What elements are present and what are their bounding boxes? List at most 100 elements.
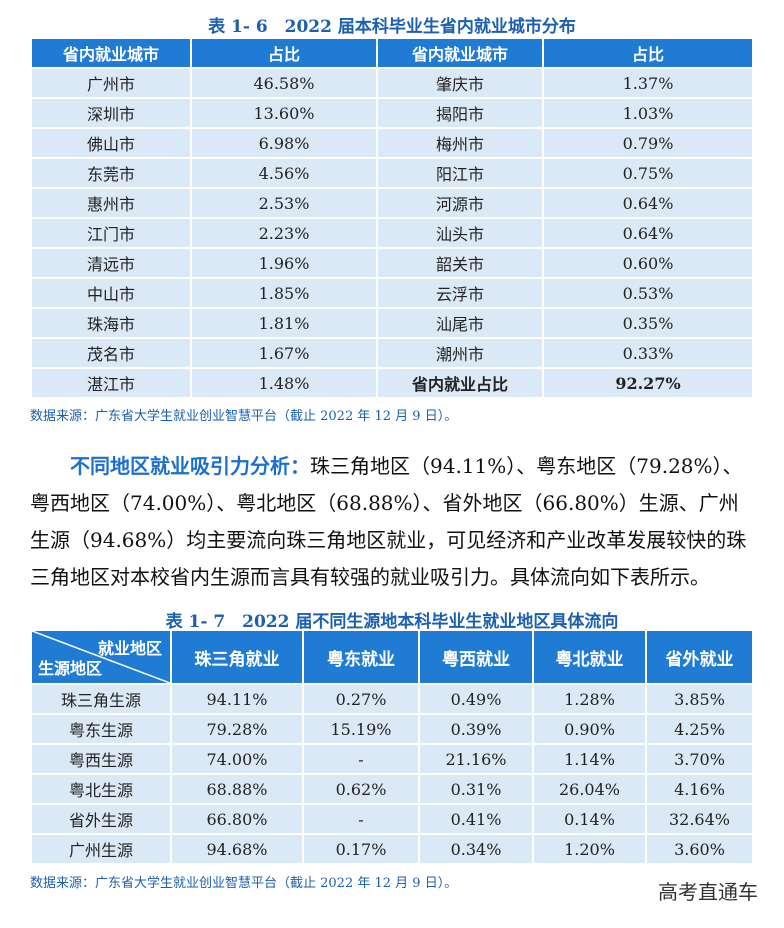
cell: 梅州市 bbox=[376, 127, 544, 159]
row: 粤西生源 74.00% -21.16% 1.14% 3.70% bbox=[30, 743, 754, 775]
row: 江门市 2.23% 汕头市 0.64% bbox=[30, 217, 754, 249]
header-cell: 省内就业城市 bbox=[376, 37, 544, 69]
row: 广州生源 94.68% 0.17% 0.34% 1.20% 3.60% bbox=[30, 833, 754, 865]
cell: 32.64% bbox=[645, 803, 754, 835]
cell: 0.64% bbox=[542, 217, 754, 249]
cell: 1.48% bbox=[190, 367, 378, 399]
cell: 珠海市 bbox=[30, 307, 192, 339]
cell: 0.60% bbox=[542, 247, 754, 279]
cell: 0.31% bbox=[418, 773, 534, 805]
cell: 潮州市 bbox=[376, 337, 544, 369]
cell: 省内就业占比 bbox=[376, 367, 544, 399]
cell: 阳江市 bbox=[376, 157, 544, 189]
paragraph-text: 珠三角地区（94.11%）、粤东地区（79.28%）、粤西地区（74.00%）、… bbox=[30, 454, 747, 589]
cell: 0.27% bbox=[302, 683, 420, 715]
cell: 肇庆市 bbox=[376, 67, 544, 99]
cell: 汕头市 bbox=[376, 217, 544, 249]
source-note: 数据来源：广东省大学生就业创业智慧平台（截止 2022 年 12 月 9 日）。 bbox=[30, 409, 458, 424]
row: 珠三角生源 94.11% 0.27% 0.49% 1.28% 3.85% bbox=[30, 683, 754, 715]
cell: 0.34% bbox=[418, 833, 534, 865]
cell: 3.60% bbox=[645, 833, 754, 865]
cell: 1.20% bbox=[532, 833, 647, 865]
cell: 0.75% bbox=[542, 157, 754, 189]
cell: 15.19% bbox=[302, 713, 420, 745]
diagonal bbox=[32, 631, 170, 683]
cell: 26.04% bbox=[532, 773, 647, 805]
cell: 66.80% bbox=[170, 803, 304, 835]
cell: 深圳市 bbox=[30, 97, 192, 129]
cell: 云浮市 bbox=[376, 277, 544, 309]
flow-table: 就业地区 生源地区 珠三角就业 粤东就业 粤西就业 粤北就业 省外就业 珠三角生源 94.1… bbox=[30, 629, 754, 865]
cell: 46.58% bbox=[190, 67, 378, 99]
header-cell: 占比 bbox=[190, 37, 378, 69]
table-title: 表 1- 7 2022 届不同生源地本科毕业生就业地区具体流向 bbox=[165, 612, 619, 632]
cell: 68.88% bbox=[170, 773, 304, 805]
cell: 0.90% bbox=[532, 713, 647, 745]
cell: 1.03% bbox=[542, 97, 754, 129]
row: 珠海市 1.81% 汕尾市 0.35% bbox=[30, 307, 754, 339]
cell: 2.53% bbox=[190, 187, 378, 219]
cell: 清远市 bbox=[30, 247, 192, 279]
header-cell: 粤北就业 bbox=[532, 629, 647, 685]
cell: 0.49% bbox=[418, 683, 534, 715]
cell: 粤东生源 bbox=[30, 713, 172, 745]
header-cell: 占比 bbox=[542, 37, 754, 69]
cell: 0.79% bbox=[542, 127, 754, 159]
cell: 广州生源 bbox=[30, 833, 172, 865]
row: 湛江市 1.48% 省内就业占比 92.27% bbox=[30, 367, 754, 399]
cell: 3.70% bbox=[645, 743, 754, 775]
cell: 湛江市 bbox=[30, 367, 192, 399]
cell: 0.53% bbox=[542, 277, 754, 309]
cell: 3.85% bbox=[645, 683, 754, 715]
row: 省外生源 66.80% -0.41% 0.14% 32.64% bbox=[30, 803, 754, 835]
cell: 6.98% bbox=[190, 127, 378, 159]
header-row: 省内就业城市 占比 省内就业城市 占比 bbox=[30, 37, 754, 69]
cell: 粤北生源 bbox=[30, 773, 172, 805]
row: 东莞市 4.56% 阳江市 0.75% bbox=[30, 157, 754, 189]
watermark: 高考直通车 bbox=[658, 880, 758, 904]
cell: - bbox=[302, 743, 420, 775]
cell: 1.37% bbox=[542, 67, 754, 99]
cell: 79.28% bbox=[170, 713, 304, 745]
cell: 21.16% bbox=[418, 743, 534, 775]
row: 佛山市 6.98% 梅州市 0.79% bbox=[30, 127, 754, 159]
cell: 中山市 bbox=[30, 277, 192, 309]
cell: 4.25% bbox=[645, 713, 754, 745]
cell: 0.62% bbox=[302, 773, 420, 805]
cell: 4.16% bbox=[645, 773, 754, 805]
cell: 92.27% bbox=[542, 367, 754, 399]
cell: 13.60% bbox=[190, 97, 378, 129]
cell: 江门市 bbox=[30, 217, 192, 249]
cell: 94.11% bbox=[170, 683, 304, 715]
cell: 广州市 bbox=[30, 67, 192, 99]
header-row: 就业地区 生源地区 珠三角就业 粤东就业 粤西就业 粤北就业 省外就业 bbox=[30, 629, 754, 685]
cell: 0.41% bbox=[418, 803, 534, 835]
cell: 1.85% bbox=[190, 277, 378, 309]
city-table: 省内就业城市 占比 省内就业城市 占比 广州市 46.58% 肇庆市 1.37% 深圳市 13.6… bbox=[30, 37, 754, 399]
paragraph: 不同地区就业吸引力分析：珠三角地区（94.11%）、粤东地区（79.28%）、粤… bbox=[30, 448, 754, 596]
header-cell: 珠三角就业 bbox=[170, 629, 304, 685]
cell: - bbox=[302, 803, 420, 835]
row: 茂名市 1.67% 潮州市 0.33% bbox=[30, 337, 754, 369]
cell: 0.14% bbox=[532, 803, 647, 835]
source-note: 数据来源：广东省大学生就业创业智慧平台（截止 2022 年 12 月 9 日）。 bbox=[30, 876, 458, 891]
cell: 0.35% bbox=[542, 307, 754, 339]
cell: 1.96% bbox=[190, 247, 378, 279]
cell: 1.81% bbox=[190, 307, 378, 339]
paragraph-lead: 不同地区就业吸引力分析： bbox=[70, 454, 310, 478]
cell: 佛山市 bbox=[30, 127, 192, 159]
cell: 东莞市 bbox=[30, 157, 192, 189]
cell: 94.68% bbox=[170, 833, 304, 865]
cell: 1.67% bbox=[190, 337, 378, 369]
corner-top: 就业地区 bbox=[97, 639, 162, 658]
cell: 0.33% bbox=[542, 337, 754, 369]
row: 中山市 1.85% 云浮市 0.53% bbox=[30, 277, 754, 309]
row: 惠州市 2.53% 河源市 0.64% bbox=[30, 187, 754, 219]
row: 深圳市 13.60% 揭阳市 1.03% bbox=[30, 97, 754, 129]
cell: 省外生源 bbox=[30, 803, 172, 835]
cell: 揭阳市 bbox=[376, 97, 544, 129]
header-cell: 粤东就业 bbox=[302, 629, 420, 685]
cell: 珠三角生源 bbox=[30, 683, 172, 715]
corner-bottom: 生源地区 bbox=[38, 659, 103, 678]
cell: 茂名市 bbox=[30, 337, 192, 369]
